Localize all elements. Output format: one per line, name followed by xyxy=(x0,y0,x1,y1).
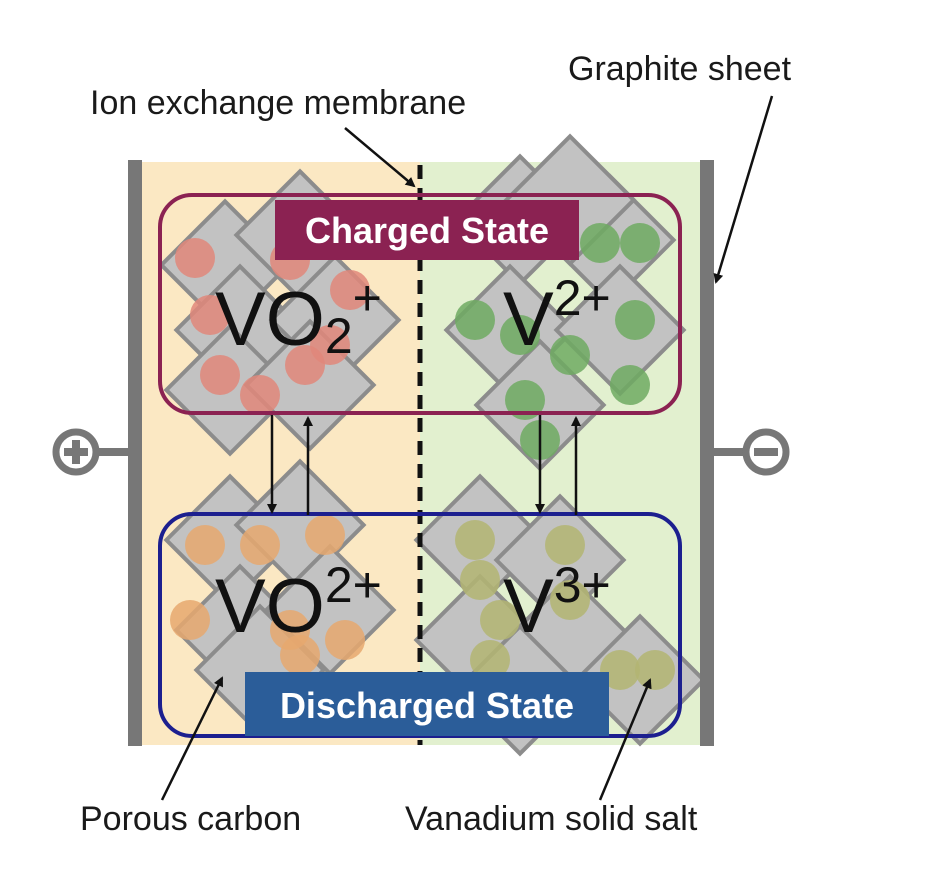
porous-carbon-label: Porous carbon xyxy=(80,800,301,838)
graphite-sheet-right xyxy=(700,160,714,746)
ion-vo2-plus: VO2+ xyxy=(215,270,382,364)
vanadium-salt-particle xyxy=(170,600,210,640)
salt-label: Vanadium solid salt xyxy=(405,800,698,838)
vanadium-salt-particle xyxy=(610,365,650,405)
vanadium-salt-particle xyxy=(635,650,675,690)
vanadium-salt-particle xyxy=(545,525,585,565)
graphite-sheet-left xyxy=(128,160,142,746)
ion-vo-2plus: VO2+ xyxy=(215,557,382,649)
vanadium-salt-particle xyxy=(305,515,345,555)
salt-pointer xyxy=(598,678,652,801)
callout-arrows xyxy=(160,95,774,801)
vanadium-salt-particle xyxy=(500,315,540,355)
vanadium-salt-particle xyxy=(330,270,370,310)
vanadium-salt-particle xyxy=(175,238,215,278)
vanadium-salt-particle xyxy=(620,223,660,263)
vanadium-salt-particle xyxy=(505,380,545,420)
ion-v2-plus: V2+ xyxy=(503,270,611,362)
graphite-label: Graphite sheet xyxy=(568,50,792,88)
vanadium-salt-particle xyxy=(470,640,510,680)
vanadium-salt-particle xyxy=(580,223,620,263)
positive-terminal xyxy=(52,428,128,476)
vanadium-salt-particle xyxy=(185,525,225,565)
vanadium-salt-particle xyxy=(455,520,495,560)
vanadium-salt-particle xyxy=(550,335,590,375)
membrane-label: Ion exchange membrane xyxy=(90,84,466,122)
vanadium-salt-particle xyxy=(200,355,240,395)
vanadium-salt-particle xyxy=(550,580,590,620)
vanadium-salt-particle xyxy=(280,635,320,675)
porous-pointer xyxy=(160,676,224,801)
vanadium-salt-particle xyxy=(480,600,520,640)
charged-state-label-bg xyxy=(275,200,579,260)
vanadium-salt-particle xyxy=(325,620,365,660)
vanadium-salt-particle xyxy=(460,560,500,600)
vanadium-salt-particle xyxy=(190,295,230,335)
vanadium-salt-particle xyxy=(615,300,655,340)
vanadium-salt-particle xyxy=(455,300,495,340)
reaction-arrows xyxy=(267,415,581,515)
charged-state-box xyxy=(158,193,682,415)
vanadium-salt-particle xyxy=(600,650,640,690)
discharged-state-label: Discharged State xyxy=(280,685,574,726)
charged-state-label: Charged State xyxy=(305,210,549,251)
graphite-pointer xyxy=(713,95,774,284)
negative-terminal xyxy=(714,428,790,476)
vanadium-salt-particle xyxy=(285,345,325,385)
vanadium-salt-particle xyxy=(240,375,280,415)
ion-v3-plus: V3+ xyxy=(503,557,611,649)
membrane-pointer xyxy=(344,127,416,188)
vanadium-salt-particle xyxy=(240,525,280,565)
discharged-state-label-bg xyxy=(245,672,609,736)
